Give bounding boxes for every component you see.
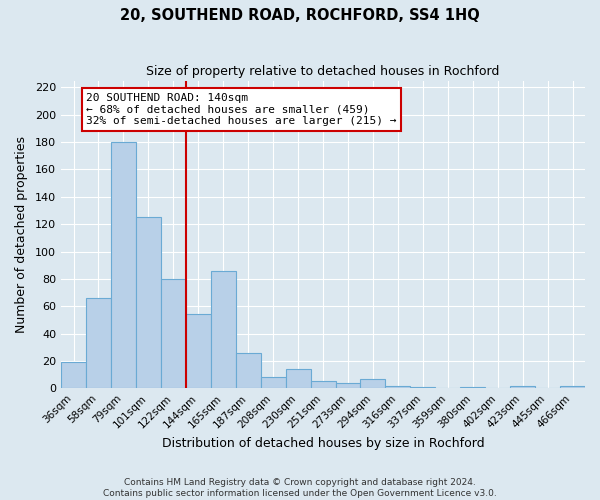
Bar xyxy=(236,353,260,388)
Bar xyxy=(186,314,211,388)
Bar xyxy=(460,387,485,388)
Bar xyxy=(311,382,335,388)
Bar xyxy=(510,386,535,388)
Title: Size of property relative to detached houses in Rochford: Size of property relative to detached ho… xyxy=(146,65,500,78)
Bar xyxy=(136,218,161,388)
Bar xyxy=(361,379,385,388)
Text: 20, SOUTHEND ROAD, ROCHFORD, SS4 1HQ: 20, SOUTHEND ROAD, ROCHFORD, SS4 1HQ xyxy=(120,8,480,22)
Bar xyxy=(211,270,236,388)
X-axis label: Distribution of detached houses by size in Rochford: Distribution of detached houses by size … xyxy=(162,437,484,450)
Text: 20 SOUTHEND ROAD: 140sqm
← 68% of detached houses are smaller (459)
32% of semi-: 20 SOUTHEND ROAD: 140sqm ← 68% of detach… xyxy=(86,93,397,126)
Bar xyxy=(385,386,410,388)
Bar xyxy=(560,386,585,388)
Bar xyxy=(111,142,136,388)
Bar xyxy=(61,362,86,388)
Bar xyxy=(335,383,361,388)
Text: Contains HM Land Registry data © Crown copyright and database right 2024.
Contai: Contains HM Land Registry data © Crown c… xyxy=(103,478,497,498)
Bar xyxy=(161,279,186,388)
Bar xyxy=(86,298,111,388)
Bar xyxy=(410,387,436,388)
Bar xyxy=(260,378,286,388)
Bar xyxy=(286,369,311,388)
Y-axis label: Number of detached properties: Number of detached properties xyxy=(15,136,28,333)
